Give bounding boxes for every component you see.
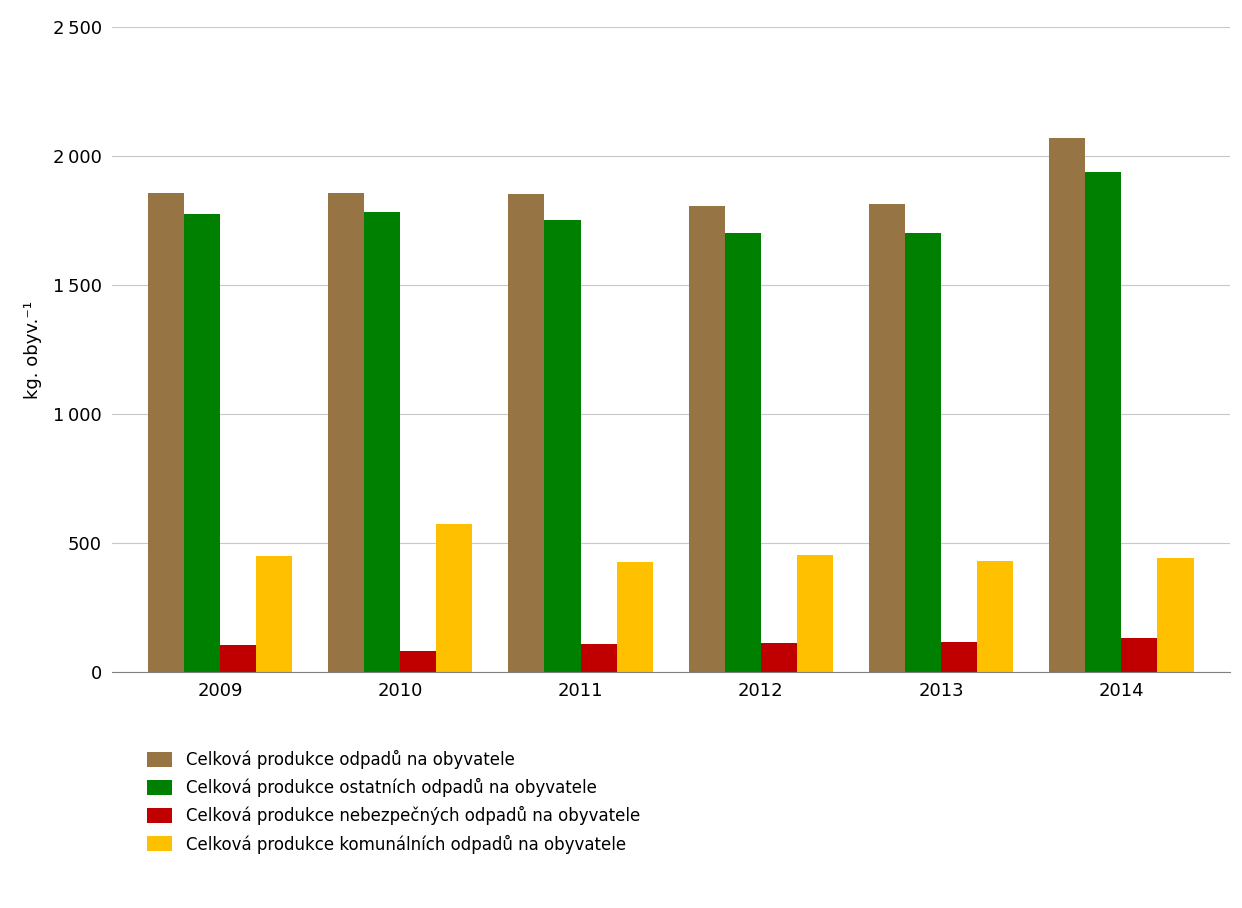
Bar <box>1158 558 1194 672</box>
Bar <box>508 194 544 672</box>
Bar <box>256 556 292 672</box>
Y-axis label: kg. obyv.⁻¹: kg. obyv.⁻¹ <box>24 301 42 399</box>
Bar <box>364 212 400 672</box>
Bar <box>400 651 436 672</box>
Bar <box>761 643 797 672</box>
Bar <box>580 645 616 672</box>
Bar <box>905 232 941 672</box>
Bar <box>941 642 977 672</box>
Bar <box>544 220 580 672</box>
Bar <box>220 645 256 672</box>
Bar <box>436 525 472 672</box>
Bar <box>1049 138 1086 672</box>
Bar <box>797 555 833 672</box>
Bar <box>869 204 905 672</box>
Bar <box>328 192 364 672</box>
Bar <box>725 232 761 672</box>
Bar <box>1122 638 1158 672</box>
Bar <box>689 206 725 672</box>
Bar <box>977 561 1013 672</box>
Bar <box>1086 173 1122 672</box>
Legend: Celková produkce odpadů na obyvatele, Celková produkce ostatních odpadů na obyva: Celková produkce odpadů na obyvatele, Ce… <box>143 745 645 859</box>
Bar <box>616 562 652 672</box>
Bar <box>148 192 184 672</box>
Bar <box>184 214 220 672</box>
